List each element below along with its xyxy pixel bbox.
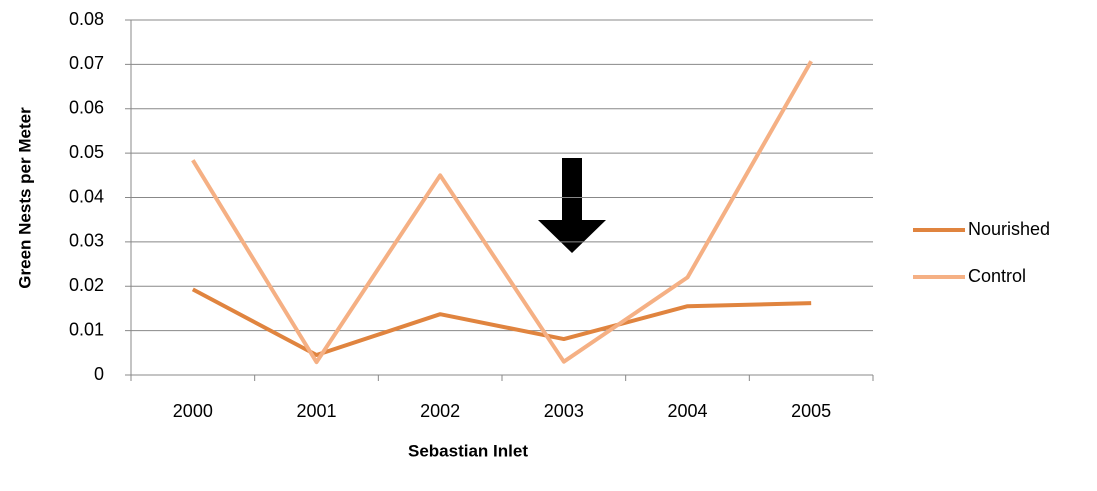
x-tick-label: 2000 [173, 401, 213, 421]
y-tick-label: 0.06 [69, 98, 104, 118]
x-tick-label: 2003 [544, 401, 584, 421]
series-line [191, 60, 813, 365]
y-tick-label: 0.03 [69, 231, 104, 251]
y-tick-label: 0.07 [69, 53, 104, 73]
legend-label: Nourished [968, 219, 1050, 239]
x-tick-label: 2004 [667, 401, 707, 421]
y-tick-label: 0.02 [69, 275, 104, 295]
arrow [538, 158, 606, 253]
x-tick-label: 2005 [791, 401, 831, 421]
x-tick-label: 2001 [296, 401, 336, 421]
y-tick-label: 0.04 [69, 186, 104, 206]
x-axis-title: Sebastian Inlet [408, 441, 528, 460]
y-axis-title: Green Nests per Meter [15, 107, 34, 289]
series-line [191, 287, 812, 358]
y-tick-label: 0 [94, 364, 104, 384]
y-tick-label: 0.01 [69, 319, 104, 339]
x-tick-label: 2002 [420, 401, 460, 421]
y-tick-label: 0.08 [69, 9, 104, 29]
legend-label: Control [968, 266, 1026, 286]
y-tick-label: 0.05 [69, 142, 104, 162]
